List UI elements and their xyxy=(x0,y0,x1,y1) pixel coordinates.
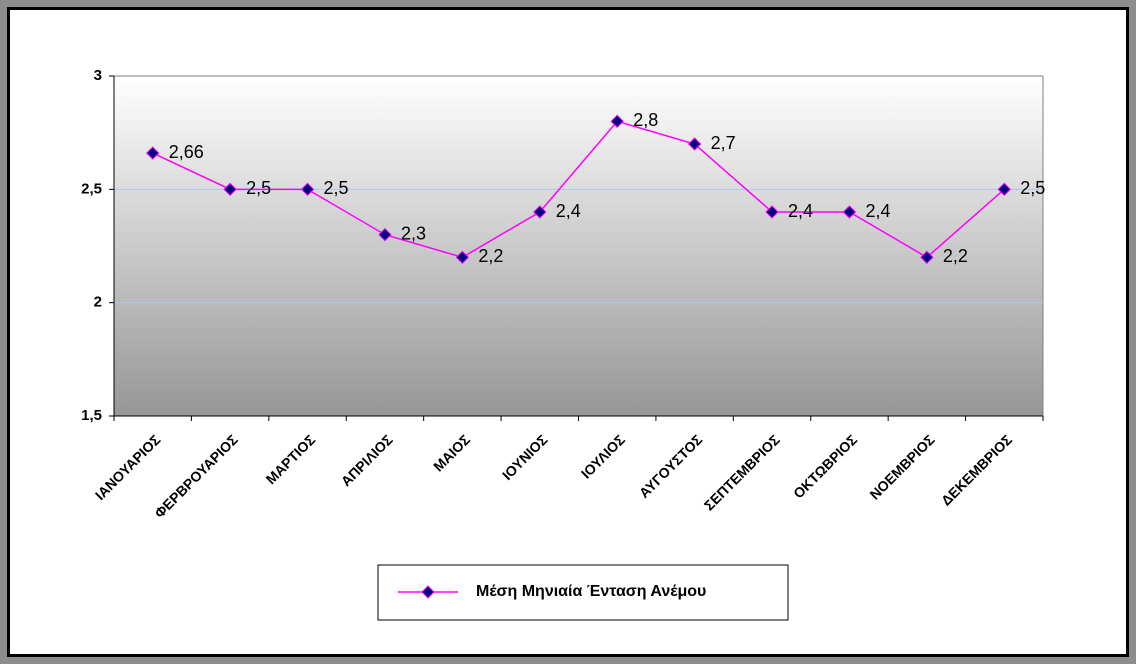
legend-marker xyxy=(421,585,435,599)
value-label: 2,5 xyxy=(246,178,271,198)
value-label: 2,4 xyxy=(788,201,813,221)
marker xyxy=(765,205,779,219)
value-label: 2,2 xyxy=(478,246,503,266)
marker xyxy=(146,146,160,160)
plot-area xyxy=(113,75,1044,417)
series-line xyxy=(152,120,1005,259)
marker xyxy=(223,182,237,197)
value-label: 2,2 xyxy=(943,246,968,266)
marker xyxy=(687,137,702,151)
marker xyxy=(997,182,1011,197)
marker xyxy=(533,205,547,219)
value-label: 2,3 xyxy=(401,223,426,243)
y-tick-label: 3 xyxy=(94,67,102,84)
value-label: 2,66 xyxy=(169,142,204,162)
marker xyxy=(300,182,315,197)
marker xyxy=(842,205,857,219)
y-tick-label: 1,5 xyxy=(81,407,102,424)
legend-label: Μέση Μηνιαία Ένταση Ανέμου xyxy=(476,583,706,600)
marker xyxy=(455,250,470,265)
y-tick-label: 2,5 xyxy=(81,180,102,197)
value-label: 2,5 xyxy=(324,178,349,198)
value-label: 2,4 xyxy=(865,201,890,221)
marker xyxy=(610,114,624,129)
value-label: 2,7 xyxy=(711,133,736,153)
y-tick-label: 2 xyxy=(94,294,102,311)
marker xyxy=(920,250,934,265)
value-label: 2,8 xyxy=(633,110,658,130)
marker xyxy=(378,227,392,242)
value-label: 2,5 xyxy=(1020,178,1045,198)
value-label: 2,4 xyxy=(556,201,581,221)
